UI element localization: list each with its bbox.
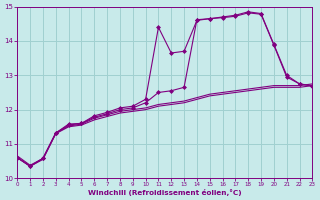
X-axis label: Windchill (Refroidissement éolien,°C): Windchill (Refroidissement éolien,°C) <box>88 189 242 196</box>
